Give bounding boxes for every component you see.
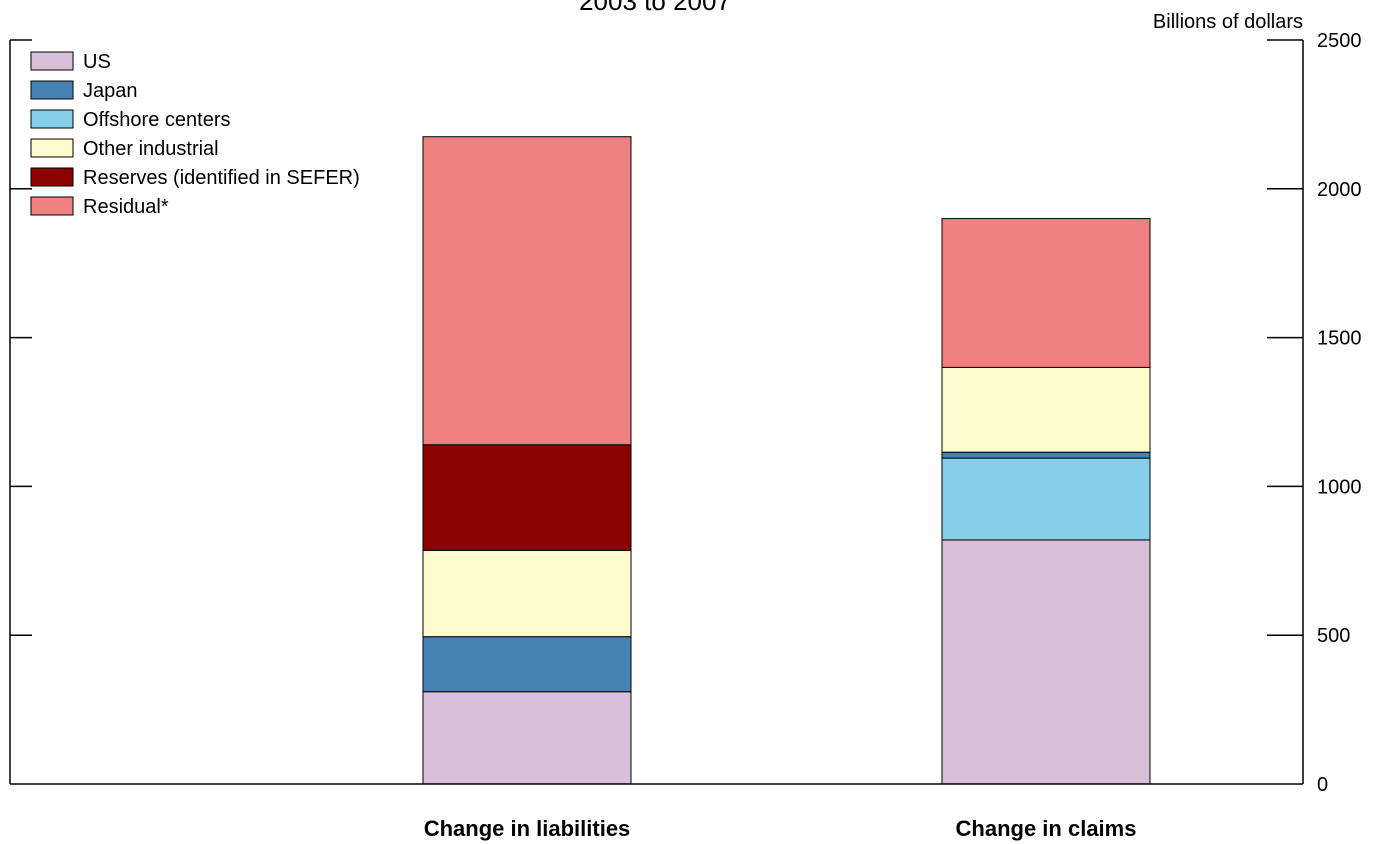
legend-swatch-other-industrial <box>30 138 74 158</box>
category-label-change-in-claims: Change in claims <box>956 816 1137 841</box>
bars-group: Change in liabilities Change in claims <box>422 136 1151 841</box>
bar-change-in-claims-other-industrial <box>941 366 1151 453</box>
legend-label-other-industrial: Other industrial <box>83 138 219 160</box>
y-tick-label-500: 500 <box>1317 625 1350 647</box>
legend-swatch-japan <box>30 80 74 100</box>
y-tick-label-0: 0 <box>1317 774 1328 796</box>
legend: US Japan Offshore centers Other industrial R… <box>30 51 360 218</box>
bar-change-in-claims-offshore-centers-extra <box>941 451 1151 459</box>
bar-change-in-claims-offshore-centers <box>941 457 1151 541</box>
bar-change-in-claims-residual <box>941 218 1151 368</box>
y-tick-label-1500: 1500 <box>1317 328 1362 350</box>
legend-swatch-reserves-identified-in-sefer <box>30 167 74 187</box>
legend-swatch-offshore-centers <box>30 109 74 129</box>
bar-change-in-claims-us <box>941 539 1151 785</box>
axes-group: 0 500 1000 1500 2000 2500 <box>9 30 1362 796</box>
bar-change-in-liabilities-japan <box>422 636 632 693</box>
legend-label-reserves-identified-in-sefer: Reserves (identified in SEFER) <box>83 167 360 189</box>
bar-change-in-liabilities-residual <box>422 136 632 446</box>
category-label-change-in-liabilities: Change in liabilities <box>424 816 631 841</box>
legend-label-us: US <box>83 51 111 73</box>
y-axis-label: Billions of dollars <box>1153 11 1303 33</box>
bar-change-in-liabilities-other-industrial <box>422 549 632 638</box>
bar-change-in-liabilities-us <box>422 691 632 785</box>
y-tick-label-2000: 2000 <box>1317 179 1362 201</box>
legend-swatch-residual <box>30 196 74 216</box>
y-tick-label-1000: 1000 <box>1317 476 1362 498</box>
legend-label-residual: Residual* <box>83 196 169 218</box>
bar-change-in-liabilities-reserves-identified-in-sefer <box>422 444 632 551</box>
chart-title: 2003 to 2007 <box>579 0 731 16</box>
legend-label-offshore-centers: Offshore centers <box>83 109 230 131</box>
legend-label-japan: Japan <box>83 80 138 102</box>
legend-swatch-us <box>30 51 74 71</box>
y-tick-label-2500: 2500 <box>1317 30 1362 52</box>
